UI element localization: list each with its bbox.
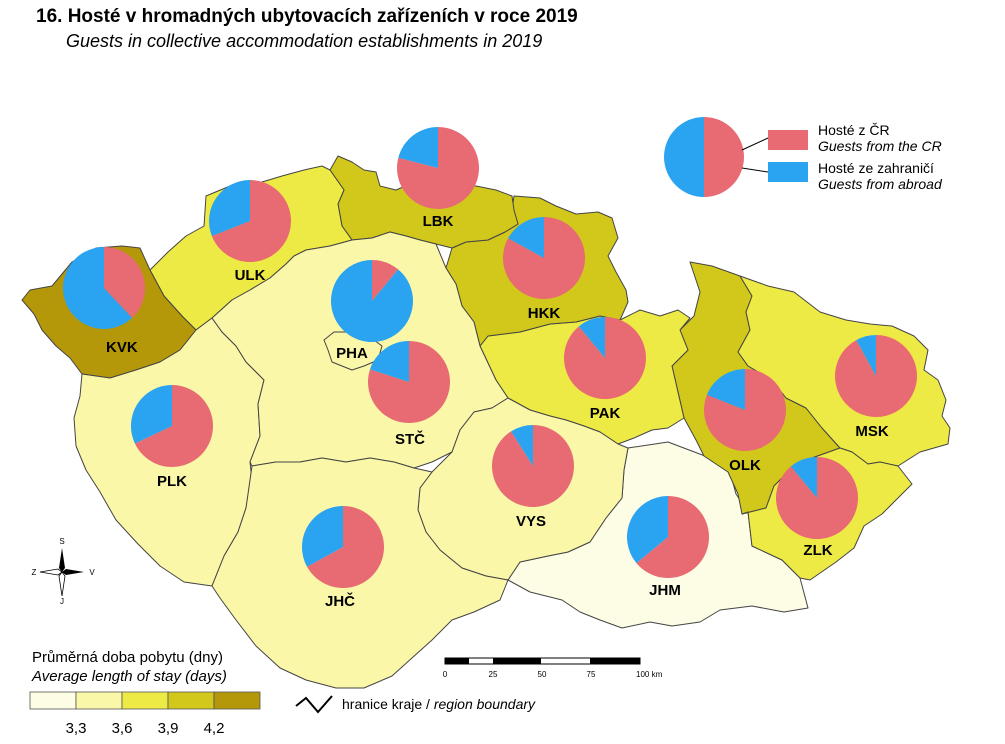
pie-slice-foreign-lbk [398, 127, 438, 168]
stay-break-4: 4,2 [204, 720, 225, 737]
compass-west: Z [32, 568, 37, 577]
pie-slice-domestic-vys [491, 425, 574, 507]
stay-class-1-swatch [29, 691, 77, 710]
pie-slice-domestic-zlk [776, 457, 859, 539]
scale-tick-25: 25 [489, 670, 498, 679]
stay-break-2: 3,6 [112, 720, 133, 737]
pie-slice-domestic-olk [704, 369, 787, 451]
pie-legend: Hosté z ČR Guests from the CR Hosté ze z… [664, 117, 943, 197]
pie-zlk [776, 457, 859, 539]
stay-legend: Průměrná doba pobytu (dny) Average lengt… [29, 649, 261, 737]
region-label-jhc: JHČ [325, 592, 355, 610]
pie-msk [834, 335, 917, 418]
map-title: 16. Hosté v hromadných ubytovacích zaříz… [36, 6, 578, 27]
scale-bar: 0 25 50 75 100 km [443, 657, 663, 679]
stay-break-3: 3,9 [158, 720, 179, 737]
legend-domestic-cz: Hosté z ČR [818, 122, 890, 138]
pie-slice-domestic-pha [372, 260, 399, 301]
pie-slice-foreign-plk [130, 385, 172, 444]
pie-slice-domestic-jhc [307, 506, 384, 588]
region-label-kvk: KVK [106, 339, 138, 356]
boundary-label-cz: hranice kraje [342, 696, 422, 712]
region-label-pak: PAK [590, 405, 621, 422]
region-label-pha: PHA [336, 345, 368, 362]
legend-leader-domestic [741, 137, 769, 151]
scale-tick-75: 75 [587, 670, 596, 679]
pie-slice-domestic-hkk [502, 217, 585, 299]
boundary-label-en: region boundary [434, 696, 536, 712]
boundary-line-icon [295, 695, 333, 714]
pie-slice-foreign-hkk [508, 217, 544, 258]
boundary-legend: hranice kraje / region boundary [295, 695, 536, 714]
stay-legend-heading-cz: Průměrná doba pobytu (dny) [32, 649, 223, 666]
pie-jhm [627, 496, 710, 578]
pie-slice-domestic-jhm [636, 496, 710, 578]
pie-slice-domestic-lbk [397, 127, 480, 209]
pie-stc [368, 341, 451, 423]
region-label-lbk: LBK [423, 213, 454, 230]
pie-slice-domestic-msk [834, 335, 917, 418]
stay-class-2-swatch [75, 691, 123, 710]
pie-ulk [209, 180, 292, 262]
pie-slice-domestic-ulk [211, 180, 292, 262]
boundary-legend-text: hranice kraje / region boundary [342, 696, 536, 712]
pie-slice-foreign-zlk [790, 457, 817, 498]
pie-hkk [502, 217, 585, 299]
pie-vys [491, 425, 574, 507]
pie-slice-domestic-stc [368, 341, 451, 423]
pie-slice-domestic-pak [564, 317, 647, 399]
pie-pha [330, 260, 413, 343]
scale-tick-0: 0 [443, 670, 448, 679]
pie-slice-foreign-ulk [209, 180, 250, 237]
stay-class-3-swatch [121, 691, 169, 710]
pie-plk [130, 385, 213, 467]
legend-domestic-en: Guests from the CR [818, 138, 942, 154]
stay-break-1: 3,3 [66, 720, 87, 737]
scale-tick-50: 50 [538, 670, 547, 679]
region-label-plk: PLK [157, 473, 187, 490]
pie-slice-domestic-kvk [104, 247, 146, 318]
legend-leader-foreign [741, 167, 769, 173]
pie-slice-foreign-kvk [63, 247, 133, 330]
pie-slice-foreign-stc [370, 341, 409, 382]
compass-icon: S J Z V [32, 537, 96, 606]
stay-class-4-swatch [167, 691, 215, 710]
region-label-hkk: HKK [528, 305, 561, 322]
region-label-jhm: JHM [649, 582, 681, 599]
compass-east: V [89, 568, 95, 577]
pie-jhc [301, 506, 384, 588]
pie-slice-domestic-plk [134, 385, 213, 467]
map-subtitle: Guests in collective accommodation estab… [66, 31, 543, 51]
compass-south: J [60, 597, 64, 606]
stay-class-5-swatch [213, 691, 261, 710]
compass-north: S [59, 537, 64, 546]
region-label-ulk: ULK [235, 267, 266, 284]
legend-foreign-cz: Hosté ze zahraničí [818, 160, 934, 176]
legend-foreign-en: Guests from abroad [818, 176, 943, 192]
legend-pie-slice-domestic [704, 117, 744, 197]
pie-slice-foreign-jhm [627, 496, 668, 564]
scale-tick-100: 100 km [636, 670, 663, 679]
pie-lbk [397, 127, 480, 209]
legend-swatch-foreign [768, 162, 808, 182]
pie-slice-foreign-pha [330, 260, 413, 343]
stay-legend-heading-en: Average length of stay (days) [31, 668, 227, 685]
pie-slice-foreign-jhc [301, 506, 343, 567]
region-label-olk: OLK [729, 457, 761, 474]
pie-slice-foreign-pak [578, 317, 605, 358]
region-label-stc: STČ [395, 430, 425, 448]
legend-swatch-domestic [768, 130, 808, 150]
boundary-separator: / [422, 696, 434, 712]
region-label-msk: MSK [855, 423, 889, 440]
pie-olk [704, 369, 787, 451]
region-label-vys: VYS [516, 513, 546, 530]
pie-slice-foreign-olk [706, 369, 745, 410]
pie-pak [564, 317, 647, 399]
legend-pie-slice-foreign [664, 117, 704, 197]
pie-kvk [63, 247, 146, 330]
pie-slice-foreign-vys [511, 425, 533, 466]
region-label-zlk: ZLK [803, 542, 832, 559]
pie-slice-foreign-msk [856, 335, 876, 376]
